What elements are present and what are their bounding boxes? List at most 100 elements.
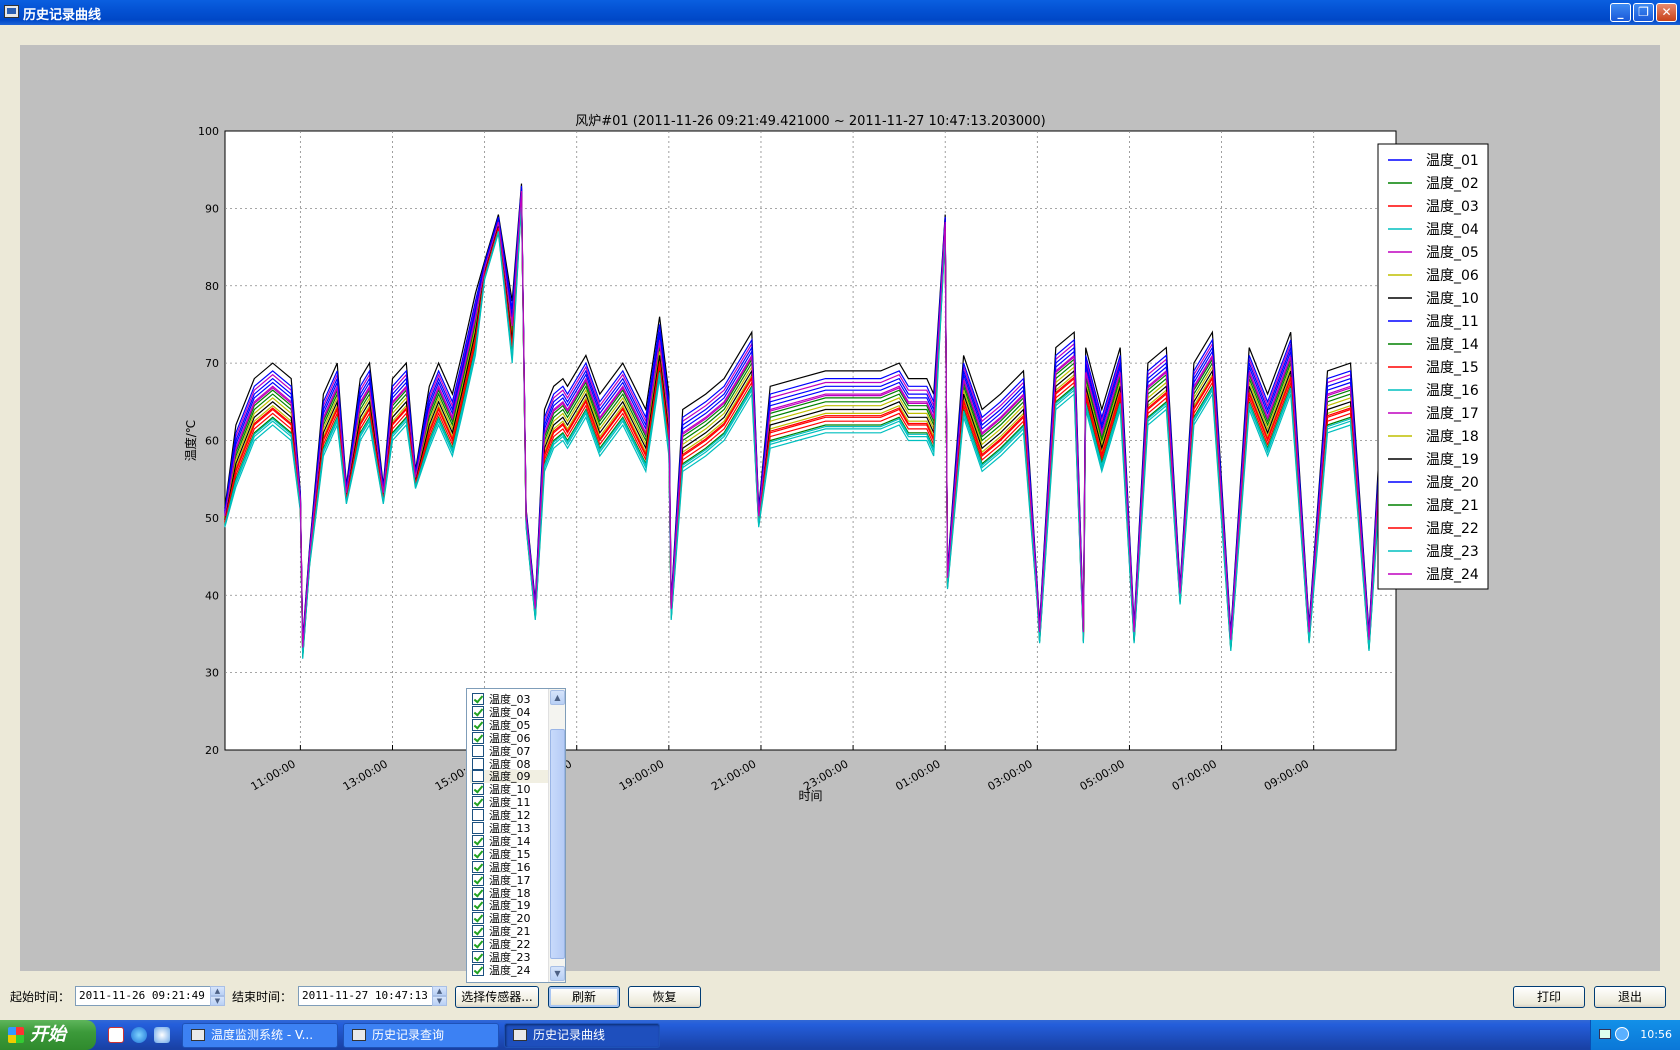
scroll-down-icon[interactable]: ▼ [550, 966, 565, 981]
sensor-item[interactable]: 温度_13 [470, 822, 548, 835]
task-label: 温度监测系统 - V... [211, 1028, 314, 1042]
sensor-item[interactable]: 温度_08 [470, 757, 548, 771]
sensor-item[interactable]: 温度_05 [470, 718, 548, 732]
start-time-spinner[interactable]: ▲ ▼ [210, 986, 225, 1006]
sensor-item[interactable]: 温度_14 [470, 834, 548, 848]
sensor-checkbox[interactable] [472, 834, 484, 847]
sensor-checkbox[interactable] [472, 912, 484, 925]
sensor-label: 温度_21 [489, 925, 531, 939]
sensor-item[interactable]: 温度_07 [470, 744, 548, 758]
desktop-icon[interactable] [154, 1027, 170, 1043]
y-tick-label: 60 [205, 435, 219, 448]
ie-icon[interactable] [131, 1027, 147, 1043]
sensor-label: 温度_05 [489, 718, 531, 732]
sensor-label: 温度_07 [489, 744, 531, 758]
sensor-scrollbar[interactable]: ▲ ▼ [548, 689, 565, 982]
sensor-item[interactable]: 温度_19 [470, 899, 548, 912]
sensor-item[interactable]: 温度_21 [470, 925, 548, 938]
sensor-checkbox[interactable] [472, 693, 484, 705]
end-time-spinner[interactable]: ▲ ▼ [432, 986, 447, 1006]
sensor-item[interactable]: 温度_11 [470, 796, 548, 809]
sensor-item[interactable]: 温度_09 [470, 770, 548, 784]
sensor-item[interactable]: 温度_10 [470, 783, 548, 796]
legend-label: 温度_14 [1426, 337, 1479, 353]
close-window-button[interactable]: ✕ [1656, 3, 1677, 22]
sensor-item[interactable]: 温度_20 [470, 912, 548, 925]
legend-label: 温度_11 [1426, 314, 1479, 330]
sensor-checkbox[interactable] [472, 770, 484, 783]
sensor-checkbox[interactable] [472, 783, 484, 796]
end-time-input[interactable]: 2011-11-27 10:47:13 [298, 986, 436, 1006]
sensor-checkbox[interactable] [472, 731, 484, 744]
sensor-checkbox[interactable] [472, 744, 484, 757]
sensor-checklist[interactable]: 温度_03 温度_04 温度_05 温度_06 温度_07 温度_08 温度_09 温度_10… [466, 688, 566, 983]
sensor-checkbox[interactable] [472, 951, 484, 963]
sensor-label: 温度_04 [489, 705, 531, 719]
sensor-checkbox[interactable] [472, 938, 484, 951]
sensor-label: 温度_14 [489, 834, 531, 848]
legend-label: 温度_15 [1426, 360, 1479, 376]
sensor-item[interactable]: 温度_04 [470, 705, 548, 719]
sensor-checkbox[interactable] [472, 899, 484, 912]
quicklaunch-app-icon[interactable] [108, 1027, 124, 1043]
legend-label: 温度_05 [1426, 245, 1479, 261]
task-button-history-query[interactable]: 历史记录查询 [343, 1023, 499, 1048]
legend-label: 温度_17 [1426, 406, 1479, 422]
start-button[interactable]: 开始 [0, 1020, 96, 1050]
sensor-item[interactable]: 温度_16 [470, 860, 548, 874]
sensor-checkbox[interactable] [472, 860, 484, 873]
start-time-input[interactable]: 2011-11-26 09:21:49 [75, 986, 213, 1006]
sensor-item[interactable]: 温度_03 [470, 693, 548, 706]
sensor-checkbox[interactable] [472, 796, 484, 809]
legend-label: 温度_18 [1426, 429, 1479, 445]
x-tick-label: 11:00:00 [249, 757, 298, 793]
legend-label: 温度_16 [1426, 383, 1479, 399]
legend-label: 温度_10 [1426, 291, 1479, 307]
task-button-history-curve[interactable]: 历史记录曲线 [504, 1023, 660, 1048]
minimize-button[interactable]: _ [1610, 3, 1631, 22]
sensor-checkbox[interactable] [472, 822, 484, 834]
sensor-item[interactable]: 温度_15 [470, 847, 548, 861]
legend-label: 温度_01 [1426, 153, 1479, 169]
app-icon [4, 5, 19, 18]
window-icon [191, 1029, 205, 1041]
tray-chevron-icon[interactable] [1615, 1027, 1629, 1041]
scroll-up-icon[interactable]: ▲ [550, 690, 565, 705]
sensor-checkbox[interactable] [472, 809, 484, 822]
restore-window-button[interactable]: ❐ [1633, 3, 1654, 22]
exit-button[interactable]: 退出 [1594, 986, 1666, 1008]
window-titlebar[interactable]: 历史记录曲线 _ ❐ ✕ [0, 0, 1680, 25]
select-sensor-button[interactable]: 选择传感器... [455, 986, 539, 1008]
x-tick-label: 07:00:00 [1170, 757, 1219, 793]
sensor-checkbox[interactable] [472, 757, 484, 770]
series-line [224, 188, 1397, 645]
print-button[interactable]: 打印 [1513, 986, 1585, 1008]
sensor-item[interactable]: 温度_24 [470, 963, 548, 977]
sensor-checkbox[interactable] [472, 963, 484, 976]
sensor-checkbox[interactable] [472, 886, 484, 899]
sensor-checkbox[interactable] [472, 847, 484, 860]
keyboard-icon[interactable] [1599, 1029, 1611, 1039]
sensor-checkbox[interactable] [472, 873, 484, 886]
sensor-item[interactable]: 温度_18 [470, 886, 548, 900]
sensor-label: 温度_08 [489, 757, 531, 771]
y-tick-label: 90 [205, 202, 219, 215]
sensor-checkbox[interactable] [472, 705, 484, 718]
sensor-item[interactable]: 温度_17 [470, 873, 548, 887]
restore-button[interactable]: 恢复 [628, 986, 701, 1008]
sensor-item[interactable]: 温度_06 [470, 731, 548, 745]
x-tick-label: 19:00:00 [617, 757, 666, 793]
refresh-button[interactable]: 刷新 [548, 986, 620, 1008]
sensor-item[interactable]: 温度_22 [470, 938, 548, 951]
sensor-checkbox[interactable] [472, 718, 484, 731]
end-time-label: 结束时间： [232, 990, 293, 1004]
scroll-thumb[interactable] [550, 729, 565, 959]
legend-label: 温度_22 [1426, 521, 1479, 537]
sensor-checkbox[interactable] [472, 925, 484, 938]
sensor-item[interactable]: 温度_23 [470, 951, 548, 964]
sensor-item[interactable]: 温度_12 [470, 809, 548, 822]
task-button-monitor[interactable]: 温度监测系统 - V... [182, 1023, 338, 1048]
sensor-label: 温度_15 [489, 847, 531, 861]
x-tick-label: 21:00:00 [709, 757, 758, 793]
legend-label: 温度_03 [1426, 199, 1479, 215]
